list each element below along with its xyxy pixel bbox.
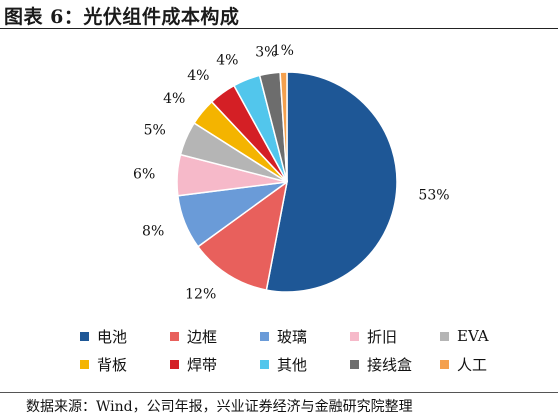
- legend-swatch: [260, 331, 269, 341]
- title-divider: [0, 28, 558, 29]
- legend-label: 折旧: [367, 327, 398, 346]
- legend-swatch: [440, 331, 449, 341]
- source-divider: [0, 392, 558, 393]
- legend-swatch: [350, 359, 359, 369]
- pie-chart: 53%12%8%6%5%4%4%4% 3%1%: [133, 43, 449, 302]
- legend-swatch: [80, 331, 89, 341]
- legend-item: 背板: [80, 354, 170, 374]
- legend-swatch: [170, 331, 179, 341]
- legend-item: 人工: [440, 354, 530, 374]
- chart-title: 图表 6：光伏组件成本构成: [4, 6, 240, 28]
- slice-label: 12%: [185, 286, 216, 302]
- slice-label: 4%: [216, 52, 238, 68]
- legend-item: 接线盒: [350, 354, 440, 374]
- pie-slice: [196, 180, 289, 291]
- legend-label: EVA: [457, 327, 489, 345]
- pie-slice: [265, 71, 398, 293]
- legend-label: 背板: [97, 355, 128, 374]
- legend: 电池 边框 玻璃 折旧 EVA 背板 焊带 其他 接线盒 人工: [80, 326, 530, 374]
- legend-label: 其他: [277, 355, 308, 374]
- slice-label: 4%: [187, 68, 209, 84]
- legend-swatch: [170, 359, 179, 369]
- legend-label: 接线盒: [367, 355, 413, 374]
- legend-item: 其他: [260, 354, 350, 374]
- slice-label: 4%: [163, 91, 185, 107]
- legend-label: 焊带: [187, 355, 218, 374]
- slice-label: 1%: [272, 43, 294, 59]
- slice-label: 5%: [144, 123, 166, 139]
- slice-label: 53%: [418, 187, 449, 203]
- slice-label: 6%: [133, 167, 155, 183]
- legend-item: EVA: [440, 326, 530, 346]
- pie-slice: [279, 71, 288, 183]
- legend-item: 折旧: [350, 326, 440, 346]
- legend-swatch: [260, 359, 269, 369]
- legend-swatch: [80, 359, 89, 369]
- legend-label: 玻璃: [277, 327, 308, 346]
- legend-item: 玻璃: [260, 326, 350, 346]
- legend-label: 人工: [457, 355, 488, 374]
- legend-item: 边框: [170, 326, 260, 346]
- legend-item: 电池: [80, 326, 170, 346]
- legend-label: 电池: [97, 327, 128, 346]
- legend-swatch: [350, 331, 359, 341]
- legend-swatch: [440, 359, 449, 369]
- legend-item: 焊带: [170, 354, 260, 374]
- legend-label: 边框: [187, 327, 218, 346]
- slice-label: 8%: [142, 224, 164, 240]
- source-note: 数据来源：Wind，公司年报，兴业证券经济与金融研究院整理: [26, 399, 413, 415]
- slice-label: 3%: [255, 45, 277, 61]
